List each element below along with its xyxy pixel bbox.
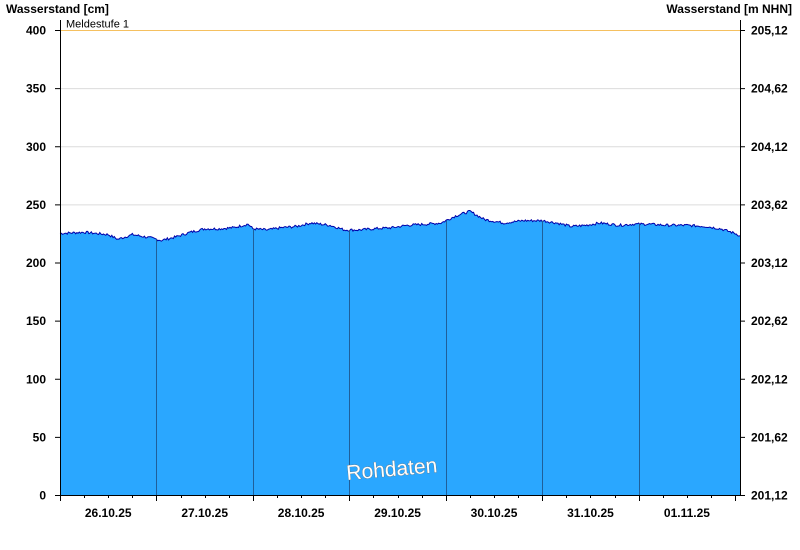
date-axis-ticks: 26.10.25 27.10.25 28.10.25 29.10.25 30.10.25… (60, 495, 736, 520)
date-label: 26.10.25 (85, 506, 132, 520)
right-axis-ticks: 201,12 201,62 202,12 202,62 203,12 203,62 204,… (740, 24, 788, 503)
left-tick-label: 100 (26, 372, 46, 386)
right-tick-label: 201,12 (751, 489, 788, 503)
series-line (59, 209, 741, 242)
date-label: 27.10.25 (181, 506, 228, 520)
left-tick-label: 50 (33, 430, 47, 444)
right-tick-label: 203,12 (751, 256, 788, 270)
right-tick-label: 204,62 (751, 82, 788, 96)
left-tick-label: 400 (26, 24, 46, 38)
left-axis-title: Wasserstand [cm] (6, 2, 109, 16)
date-label: 28.10.25 (278, 506, 325, 520)
right-tick-label: 202,62 (751, 314, 788, 328)
water-level-area (59, 209, 741, 495)
right-axis-title: Wasserstand [m NHN] (666, 2, 792, 16)
plot-frame (60, 20, 741, 496)
area-fill (60, 210, 740, 495)
right-tick-label: 204,12 (751, 140, 788, 154)
left-tick-label: 350 (26, 82, 46, 96)
threshold-label: Meldestufe 1 (66, 19, 129, 31)
left-tick-label: 0 (39, 489, 46, 503)
date-label: 30.10.25 (471, 506, 518, 520)
right-tick-label: 205,12 (751, 24, 788, 38)
left-tick-label: 200 (26, 256, 46, 270)
left-axis-ticks: 0 50 100 150 200 250 300 350 400 (26, 24, 60, 503)
left-tick-label: 250 (26, 198, 46, 212)
date-label: 01.11.25 (664, 506, 710, 520)
day-separators (156, 220, 640, 495)
right-tick-label: 201,62 (751, 430, 788, 444)
date-label: 31.10.25 (567, 506, 614, 520)
date-label: 29.10.25 (374, 506, 421, 520)
right-tick-label: 203,62 (751, 198, 788, 212)
right-tick-label: 202,12 (751, 372, 788, 386)
left-tick-label: 150 (26, 314, 46, 328)
left-tick-label: 300 (26, 140, 46, 154)
